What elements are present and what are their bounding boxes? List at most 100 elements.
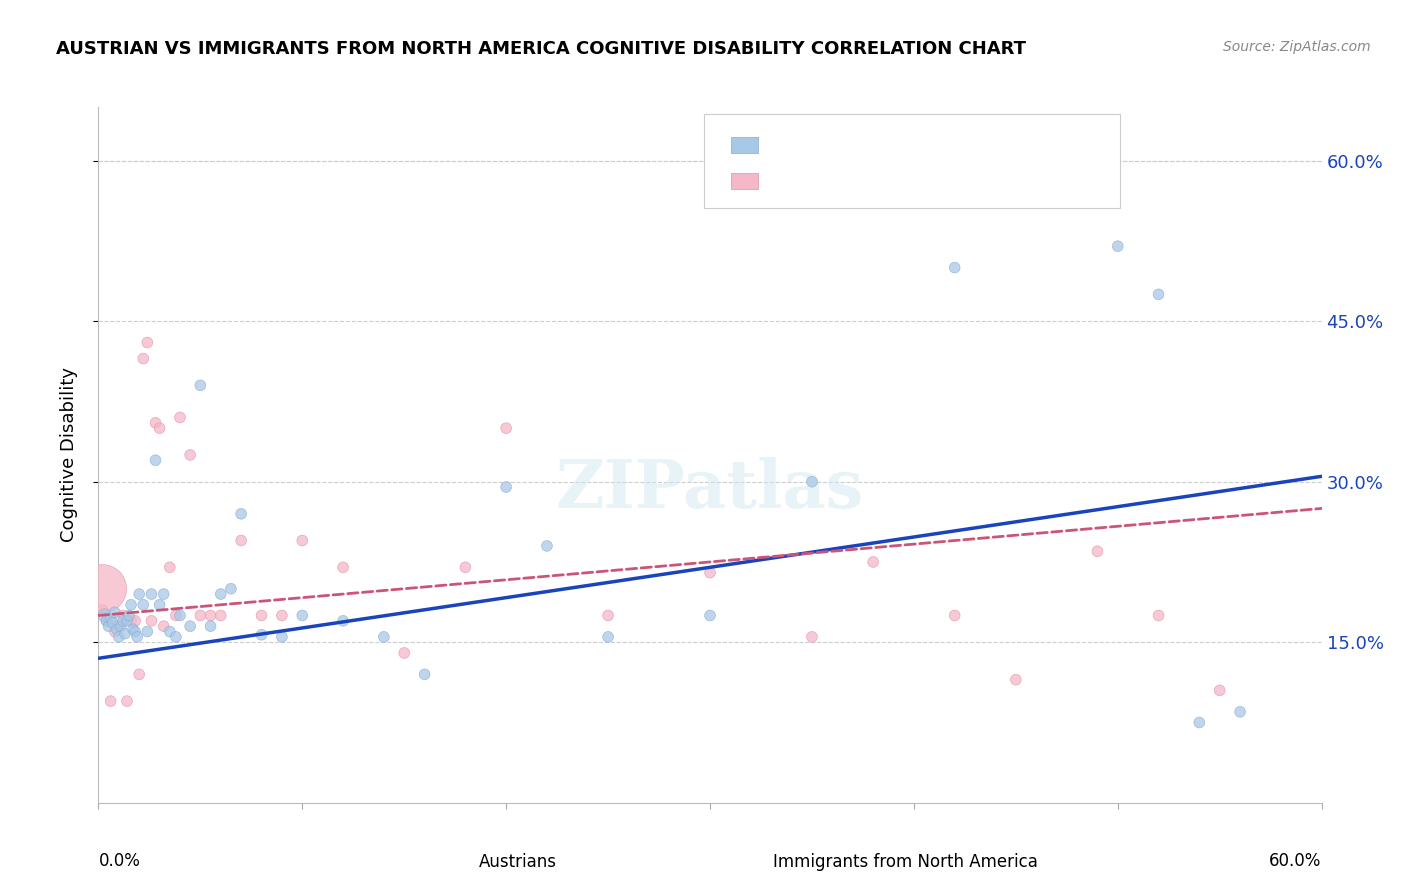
Point [801,630,824,644]
Point [1209,683,1232,698]
Text: AUSTRIAN VS IMMIGRANTS FROM NORTH AMERICA COGNITIVE DISABILITY CORRELATION CHART: AUSTRIAN VS IMMIGRANTS FROM NORTH AMERIC… [56,40,1026,58]
Point [169,608,191,623]
Point [96,614,118,628]
Text: Immigrants from North America: Immigrants from North America [773,853,1038,871]
Point [101,615,124,630]
Point [598,630,620,644]
Point [91,603,114,617]
Text: Source: ZipAtlas.com: Source: ZipAtlas.com [1223,40,1371,54]
Point [188,378,212,392]
Point [145,453,167,467]
Text: 60.0%: 60.0% [1270,852,1322,870]
Point [96,614,118,628]
Point [332,560,354,574]
Point [332,614,354,628]
Point [115,694,138,708]
Y-axis label: Cognitive Disability: Cognitive Disability [59,368,77,542]
Point [270,608,294,623]
Point [250,608,273,623]
Point [104,605,127,619]
Point [159,624,181,639]
Point [97,619,120,633]
FancyBboxPatch shape [704,114,1119,208]
Point [250,628,273,642]
FancyBboxPatch shape [731,173,758,188]
Point [124,614,146,628]
Point [128,587,150,601]
Point [699,608,721,623]
Text: R = 0.346   N = 49: R = 0.346 N = 49 [772,136,936,154]
Point [124,624,146,639]
Point [231,507,253,521]
Point [111,608,134,623]
Point [122,623,145,637]
Point [110,619,132,633]
Point [179,448,201,462]
Point [943,608,966,623]
Point [118,608,141,623]
Point [149,598,172,612]
Point [100,694,122,708]
Point [1229,705,1251,719]
Point [598,608,620,623]
Point [801,475,824,489]
Point [179,619,201,633]
Point [132,351,155,366]
Point [1085,544,1108,558]
Point [132,598,155,612]
Point [145,416,167,430]
Point [152,587,174,601]
Text: ZIPatlas: ZIPatlas [555,458,865,522]
Point [91,582,114,596]
Point [291,608,314,623]
Point [862,555,884,569]
Point [392,646,416,660]
Point [114,626,136,640]
Point [120,614,142,628]
Text: Austrians: Austrians [479,853,557,871]
Point [108,630,131,644]
Text: R =  0.183   N = 41: R = 0.183 N = 41 [772,172,942,190]
FancyBboxPatch shape [731,137,758,153]
Point [104,624,127,639]
Point [536,539,558,553]
Point [136,335,159,350]
Point [270,630,294,644]
Point [100,612,122,626]
Point [495,480,517,494]
Point [127,630,149,644]
Point [413,667,436,681]
Point [141,614,163,628]
Point [165,608,187,623]
Point [495,421,517,435]
Point [200,619,222,633]
Point [373,630,395,644]
Point [1147,608,1170,623]
Point [111,614,134,628]
Point [120,598,142,612]
Point [231,533,253,548]
Point [209,608,232,623]
Point [115,614,138,628]
FancyBboxPatch shape [734,855,763,868]
Point [93,608,115,623]
Point [200,608,222,623]
Point [136,624,159,639]
Point [943,260,966,275]
Point [1004,673,1026,687]
Point [105,623,128,637]
Point [159,560,181,574]
Text: 0.0%: 0.0% [98,852,141,870]
Point [149,421,172,435]
Point [1107,239,1129,253]
Point [152,619,174,633]
Point [699,566,721,580]
Point [1147,287,1170,301]
Point [108,619,131,633]
Point [291,533,314,548]
Point [188,608,212,623]
Point [141,587,163,601]
Point [219,582,242,596]
Point [209,587,232,601]
Point [128,667,150,681]
